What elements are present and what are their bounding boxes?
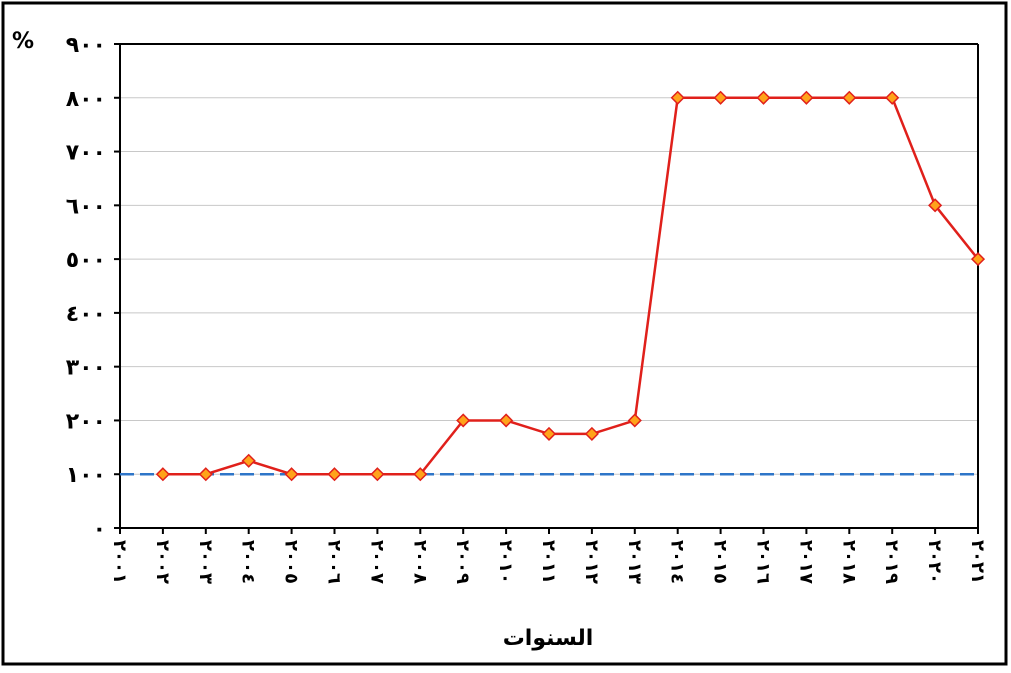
marker xyxy=(756,90,771,105)
x-tick-label: ٢٠٠٩ xyxy=(452,540,473,584)
marker xyxy=(670,90,685,105)
marker xyxy=(327,467,342,482)
y-tick-label: ٩٠٠ xyxy=(66,33,106,58)
y-tick-label: ١٠٠ xyxy=(66,463,106,488)
x-tick-label: ٢٠٠٧ xyxy=(366,540,387,584)
y-tick-label: ٨٠٠ xyxy=(66,87,106,112)
marker xyxy=(241,453,256,468)
x-tick-label: ٢٠١٧ xyxy=(795,540,816,584)
y-tick-label: ٤٠٠ xyxy=(66,302,106,327)
y-tick-label: ٣٠٠ xyxy=(66,356,106,381)
y-tick-label: ٥٠٠ xyxy=(66,248,106,273)
marker xyxy=(584,426,599,441)
x-tick-label: ٢٠٠٥ xyxy=(281,540,302,584)
x-axis-title: السنوات xyxy=(503,626,594,651)
marker xyxy=(198,467,213,482)
x-tick-label: ٢٠١٠ xyxy=(495,540,516,584)
marker xyxy=(370,467,385,482)
x-tick-label: ٢٠١٩ xyxy=(881,540,902,584)
y-tick-label: ٢٠٠ xyxy=(66,409,106,434)
marker xyxy=(456,413,471,428)
x-tick-label: ٢٠١٤ xyxy=(667,540,688,584)
y-tick-label: ٦٠٠ xyxy=(66,194,106,219)
marker xyxy=(842,90,857,105)
x-tick-label: ٢٠١٥ xyxy=(710,540,731,584)
marker xyxy=(155,467,170,482)
marker xyxy=(413,467,428,482)
unit-label: % xyxy=(12,29,34,54)
marker xyxy=(885,90,900,105)
x-tick-label: ٢٠٢٠ xyxy=(924,540,945,584)
x-tick-label: ٢٠٢١ xyxy=(967,540,988,584)
x-tick-label: ٢٠٠٤ xyxy=(238,540,259,584)
x-tick-label: ٢٠٠٢ xyxy=(152,540,173,584)
y-tick-label: ٠ xyxy=(93,517,106,542)
series-line xyxy=(162,96,979,476)
marker xyxy=(970,252,986,267)
marker xyxy=(799,90,814,105)
x-tick-label: ٢٠١٣ xyxy=(624,540,645,584)
x-tick-label: ٢٠١٢ xyxy=(581,540,602,584)
marker xyxy=(499,413,514,428)
x-tick-label: ٢٠٠١ xyxy=(109,540,130,584)
x-tick-label: ٢٠١٦ xyxy=(753,540,774,584)
x-tick-label: ٢٠٠٣ xyxy=(195,540,216,584)
x-tick-label: ٢٠٠٦ xyxy=(324,540,345,584)
x-tick-label: ٢٠١١ xyxy=(538,540,559,584)
marker xyxy=(928,198,943,213)
x-tick-label: ٢٠١٨ xyxy=(838,540,859,584)
marker xyxy=(284,467,299,482)
marker xyxy=(627,413,642,428)
y-tick-label: ٧٠٠ xyxy=(66,141,106,166)
x-tick-label: ٢٠٠٨ xyxy=(409,540,430,584)
marker xyxy=(713,90,728,105)
marker xyxy=(541,426,557,441)
